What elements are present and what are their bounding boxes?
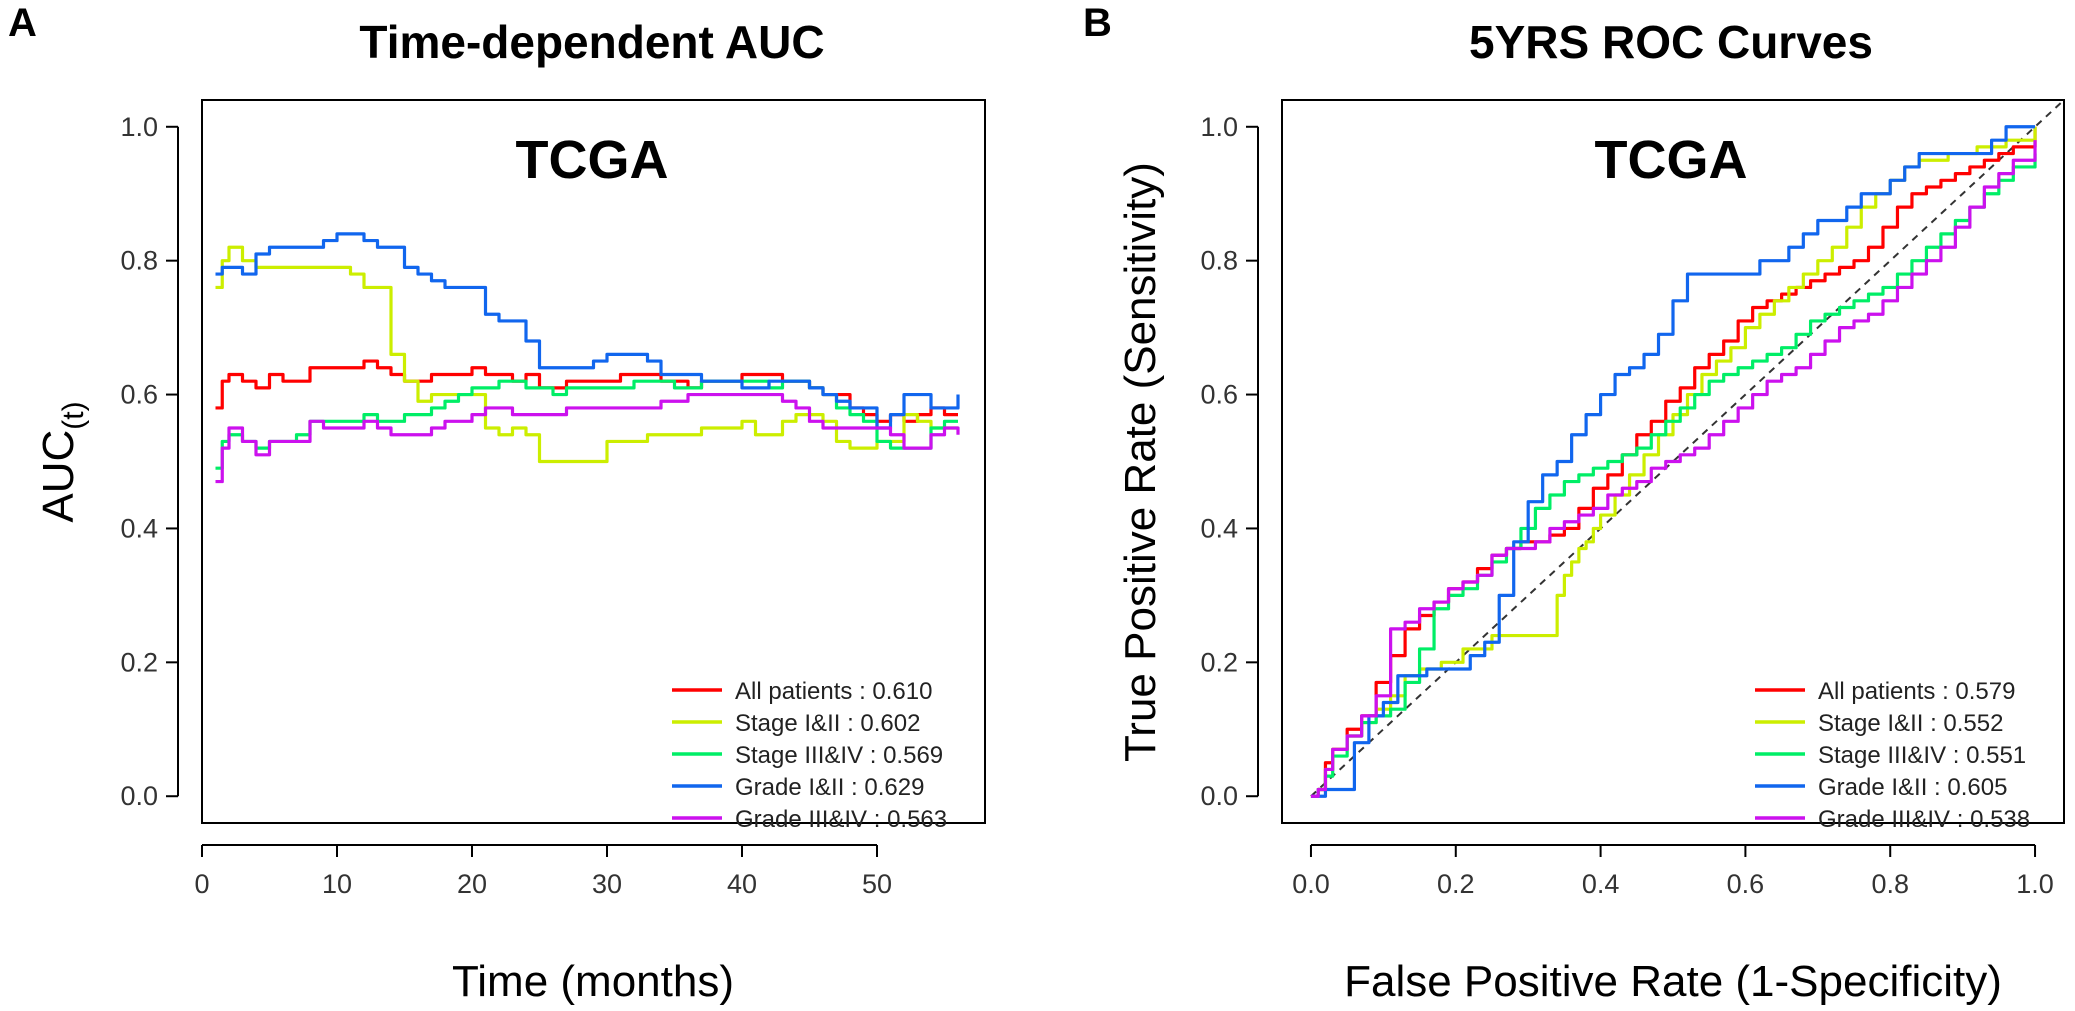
- series-line-1: [1310, 126, 2037, 798]
- y-tick-label: 0.2: [1200, 647, 1238, 677]
- y-tick-label: 0.8: [120, 246, 158, 276]
- y-tick-label: 0.2: [120, 647, 158, 677]
- panel-b-y-axis-title: True Positive Rate (Sensitivity): [1116, 162, 1165, 762]
- panel-b-x-ticks: 0.0 0.2 0.4 0.6 0.8 1.0: [1292, 845, 2054, 899]
- y-tick-label: 0.6: [120, 380, 158, 410]
- y-tick-label: 0.8: [1200, 246, 1238, 276]
- panel-a-x-axis-title: Time (months): [452, 957, 734, 1006]
- x-tick-label: 30: [592, 869, 622, 899]
- legend-label-3: Stage III&IV : 0.569: [735, 742, 943, 769]
- legend-label-1: All patients : 0.610: [735, 678, 932, 705]
- panel-a-title: Time-dependent AUC: [359, 16, 824, 68]
- x-tick-label: 10: [322, 869, 352, 899]
- x-tick-label: 0.4: [1582, 869, 1620, 899]
- x-tick-label: 0: [194, 869, 209, 899]
- x-tick-label: 0.0: [1292, 869, 1330, 899]
- series-line-5: [215, 392, 960, 484]
- x-tick-label: 20: [457, 869, 487, 899]
- panel-b-letter: B: [1083, 1, 1112, 45]
- x-tick-label: 0.6: [1727, 869, 1765, 899]
- panel-a-legend: All patients : 0.610 Stage I&II : 0.602 St…: [672, 678, 947, 833]
- y-tick-label: 0.6: [1200, 380, 1238, 410]
- legend-label-4: Grade I&II : 0.629: [735, 774, 924, 801]
- panel-a-y-axis-title: AUC(t): [34, 401, 90, 522]
- legend-label-1: All patients : 0.579: [1818, 678, 2015, 705]
- series-line-4: [215, 232, 960, 430]
- legend-label-5: Grade III&IV : 0.538: [1818, 806, 2030, 833]
- legend-label-2: Stage I&II : 0.552: [1818, 710, 2003, 737]
- y-tick-label: 0.4: [1200, 513, 1238, 543]
- panel-a-series: [215, 232, 960, 484]
- legend-label-4: Grade I&II : 0.605: [1818, 774, 2007, 801]
- panel-b-diagonal-reference-line: [1310, 99, 2065, 797]
- panel-b-plot-frame: [1281, 99, 2065, 824]
- panel-b: B 5YRS ROC Curves TCGA 0.0 0.2 0.4 0.6 0.8 1.…: [1083, 1, 2065, 1006]
- panel-b-x-axis-title: False Positive Rate (1-Specificity): [1344, 957, 2002, 1006]
- series-line-4: [1310, 125, 2036, 798]
- panel-a-letter: A: [8, 1, 37, 45]
- y-tick-label: 1.0: [1200, 112, 1238, 142]
- panel-b-series: [1310, 125, 2037, 798]
- panel-a-plot-frame: [201, 99, 986, 824]
- panel-b-dataset-label: TCGA: [1595, 130, 1748, 190]
- panel-a: A Time-dependent AUC TCGA 0 10 20 30 40 50 0.…: [8, 1, 986, 1006]
- x-tick-label: 50: [862, 869, 892, 899]
- series-line-2: [215, 245, 958, 464]
- legend-label-2: Stage I&II : 0.602: [735, 710, 920, 737]
- y-tick-label: 1.0: [120, 112, 158, 142]
- legend-label-5: Grade III&IV : 0.563: [735, 806, 947, 833]
- panel-a-y-axis-title-main: AUC: [34, 430, 83, 523]
- panel-a-x-ticks: 0 10 20 30 40 50: [194, 845, 892, 899]
- y-tick-label: 0.0: [120, 781, 158, 811]
- x-tick-label: 0.8: [1871, 869, 1909, 899]
- panel-b-legend: All patients : 0.579 Stage I&II : 0.552 St…: [1755, 678, 2030, 833]
- panel-a-y-axis-title-sub: (t): [57, 401, 90, 429]
- x-tick-label: 40: [727, 869, 757, 899]
- x-tick-label: 1.0: [2016, 869, 2054, 899]
- y-tick-label: 0.0: [1200, 781, 1238, 811]
- series-line-5: [1310, 140, 2037, 798]
- panel-a-y-ticks: 0.0 0.2 0.4 0.6 0.8 1.0: [120, 112, 178, 811]
- legend-label-3: Stage III&IV : 0.551: [1818, 742, 2026, 769]
- x-tick-label: 0.2: [1437, 869, 1475, 899]
- panel-b-y-ticks: 0.0 0.2 0.4 0.6 0.8 1.0: [1200, 112, 1258, 811]
- panel-b-title: 5YRS ROC Curves: [1469, 16, 1873, 68]
- panel-a-dataset-label: TCGA: [516, 130, 669, 190]
- y-tick-label: 0.4: [120, 513, 158, 543]
